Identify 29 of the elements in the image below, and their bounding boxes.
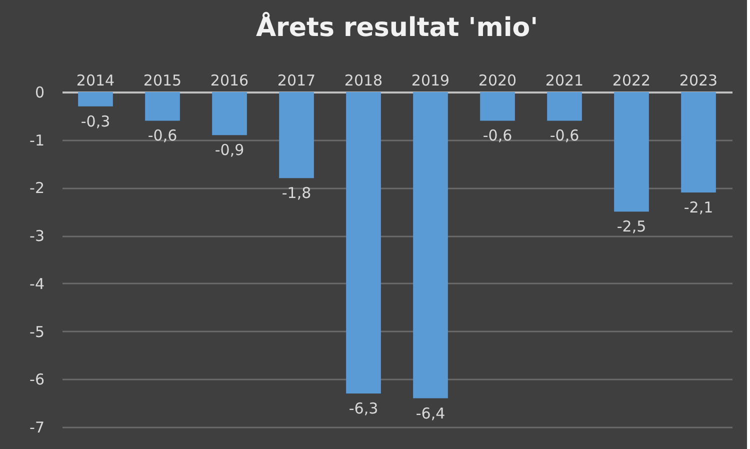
x-tick-label: 2021	[545, 72, 584, 90]
x-tick-label: 2016	[210, 72, 249, 90]
y-tick-label: -2	[30, 179, 44, 198]
x-tick-label: 2018	[344, 72, 383, 90]
x-tick-label: 2015	[143, 72, 182, 90]
y-tick-label: -7	[30, 418, 44, 436]
data-label: -0,9	[214, 141, 244, 160]
data-label: -0,6	[550, 126, 580, 145]
data-label: -0,3	[80, 112, 110, 130]
y-tick-label: -5	[30, 322, 44, 341]
y-tick-label: -3	[30, 227, 44, 246]
y-tick-label: -1	[30, 131, 44, 150]
y-tick-label: 0	[34, 84, 44, 102]
x-tick-label: 2022	[612, 72, 651, 90]
data-label: -6,3	[348, 400, 378, 418]
data-label: -0,6	[482, 126, 512, 145]
data-label: -1,8	[282, 184, 312, 202]
data-label: -2,5	[616, 218, 646, 236]
x-tick-label: 2014	[76, 72, 115, 90]
y-tick-label: -6	[30, 370, 44, 389]
y-tick-label: -4	[30, 274, 44, 293]
data-label: -0,6	[148, 126, 178, 145]
x-tick-label: 2019	[411, 72, 450, 90]
x-tick-label: 2020	[478, 72, 517, 90]
data-label: -6,4	[416, 404, 446, 422]
data-label: -2,1	[684, 198, 714, 216]
x-tick-label: 2017	[277, 72, 316, 90]
chart-title: Årets resultat 'mio'	[256, 11, 538, 43]
x-tick-label: 2023	[679, 72, 718, 90]
